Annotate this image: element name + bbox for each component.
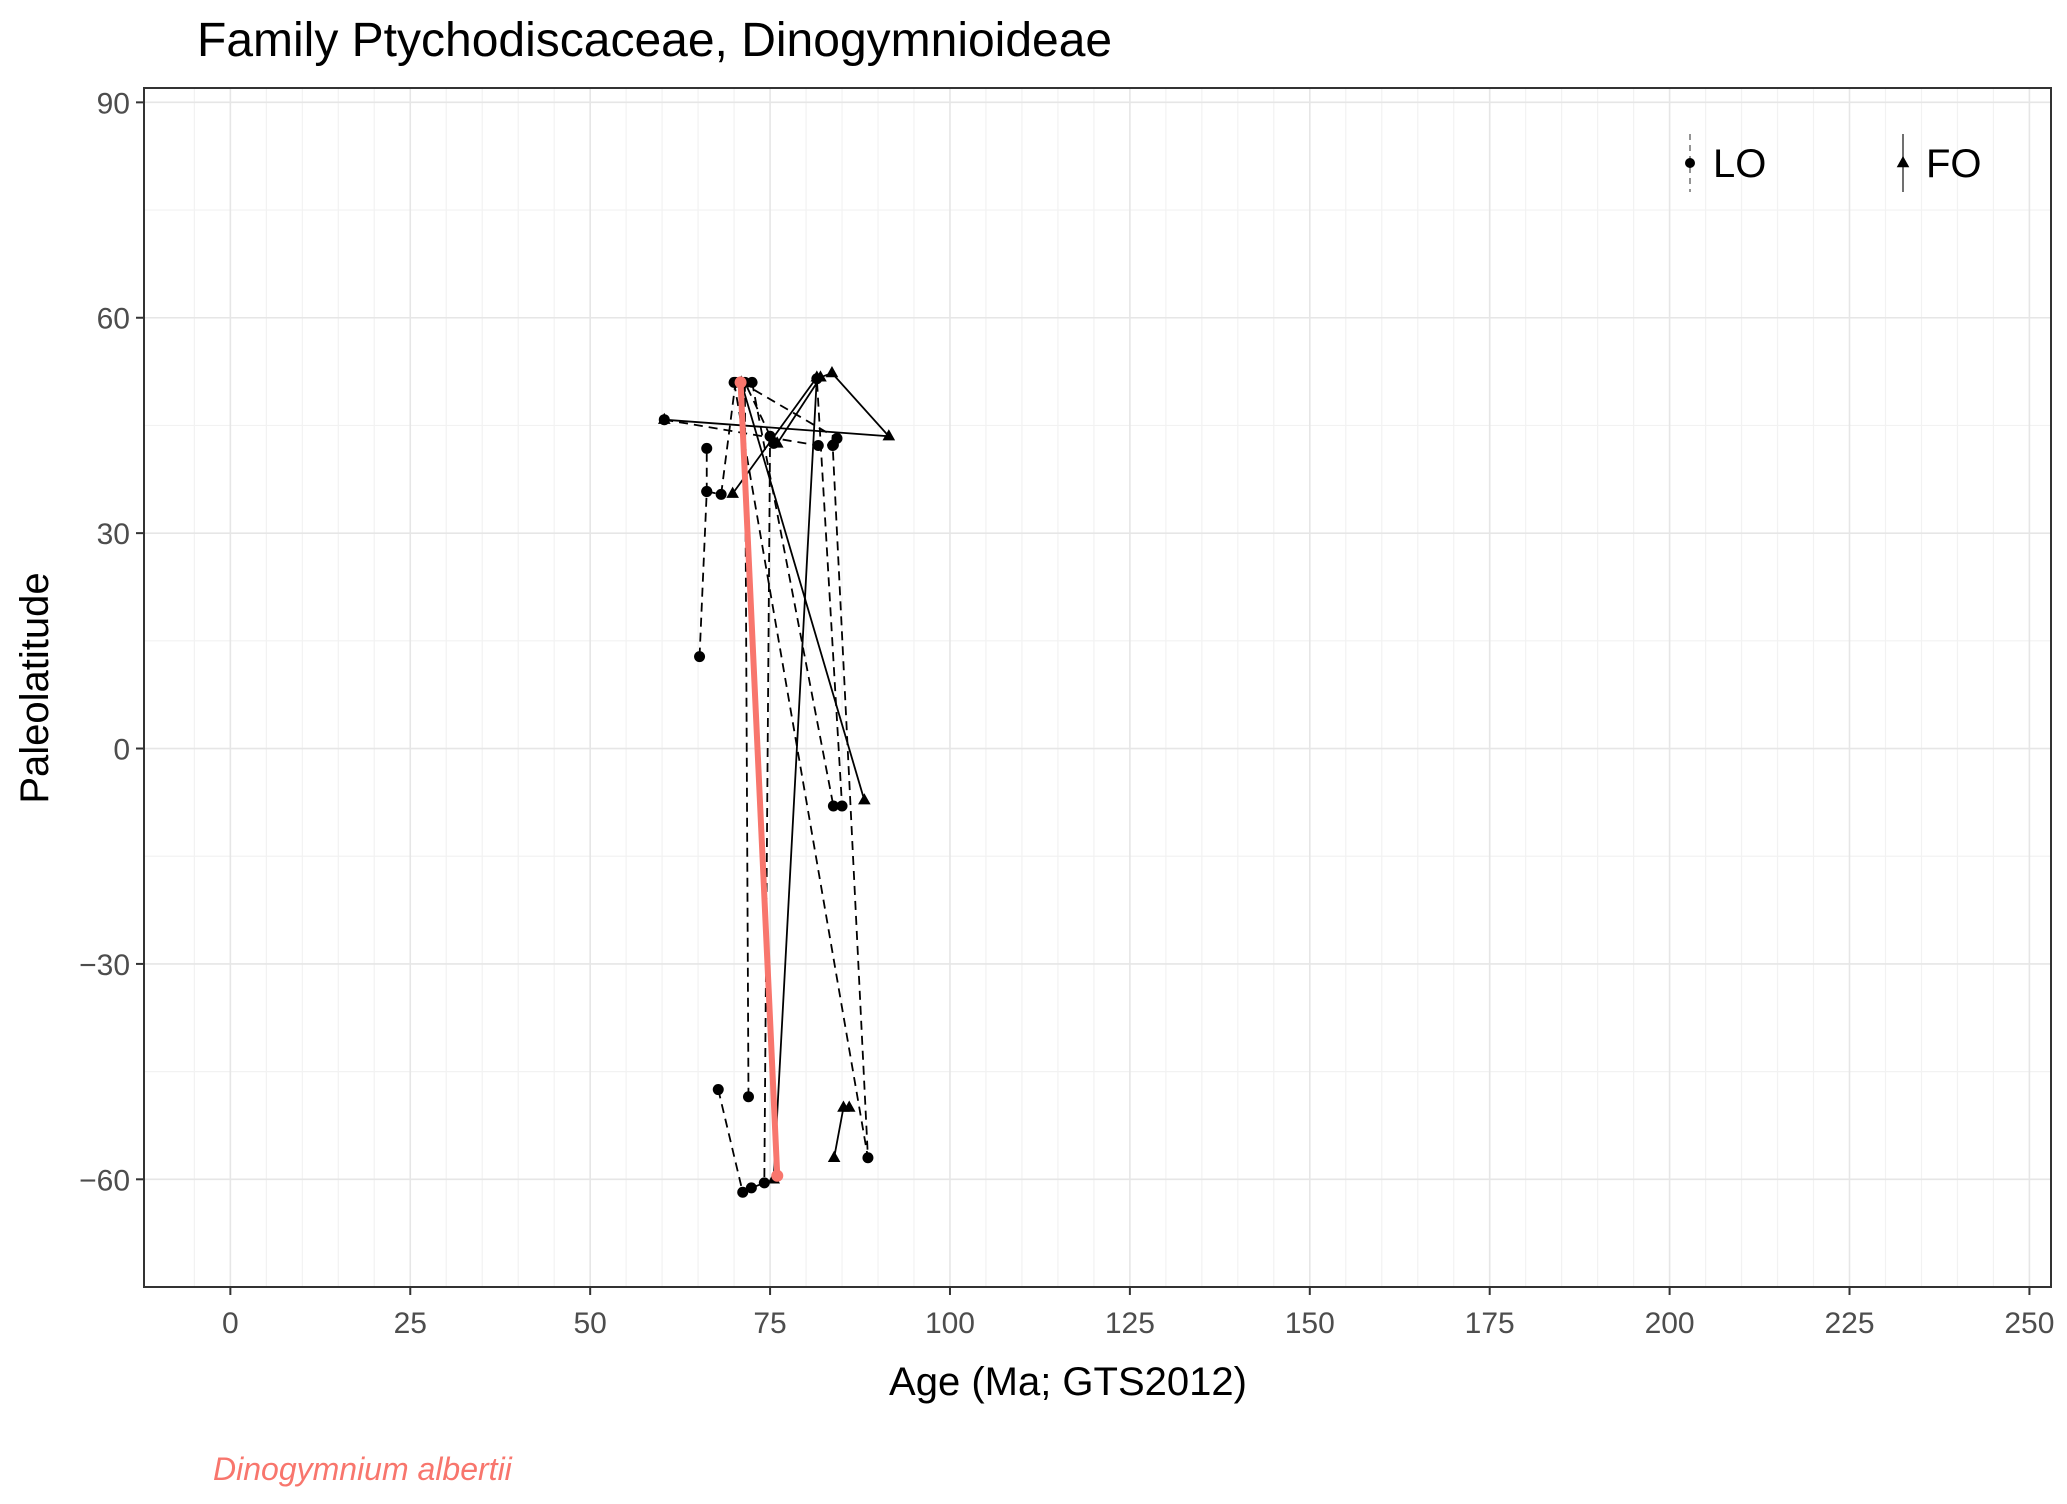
y-tick-label: −60 (79, 1164, 130, 1197)
lo-point (746, 376, 758, 388)
legend-label: FO (1926, 142, 1982, 186)
lo-point (862, 1152, 874, 1164)
highlight-point (771, 1169, 784, 1182)
x-tick-label: 175 (1465, 1307, 1515, 1340)
lo-series-line (740, 381, 838, 440)
x-tick-label: 0 (222, 1307, 239, 1340)
legend: LO FO (1685, 134, 1982, 192)
major-gridlines (144, 88, 2051, 1287)
lo-point (827, 440, 839, 452)
y-tick-label: 30 (97, 518, 130, 551)
legend-key-triangle (1896, 156, 1910, 168)
y-axis-title: Paleolatitude (13, 572, 57, 803)
lo-point (812, 440, 824, 452)
fo-point (810, 370, 824, 382)
lo-point (827, 800, 839, 812)
fo-point (825, 366, 839, 378)
x-tick-label: 125 (1105, 1307, 1155, 1340)
fo-point (827, 1150, 841, 1162)
x-tick-label: 50 (573, 1307, 606, 1340)
x-tick-label: 250 (2004, 1307, 2054, 1340)
lo-point (742, 1091, 754, 1103)
highlight-caption: Dinogymnium albertii (213, 1451, 513, 1487)
plot-panel-border (143, 87, 2052, 1288)
lo-point (758, 1177, 770, 1189)
lo-point (694, 651, 706, 663)
y-tick-label: 90 (97, 87, 130, 120)
x-tick-label: 225 (1824, 1307, 1874, 1340)
y-tick-label: 0 (113, 734, 130, 767)
legend-label: LO (1713, 142, 1766, 186)
lo-point (836, 800, 848, 812)
y-axis-ticks: 90 60 30 0 −30 −60 (79, 87, 144, 1197)
lo-point (712, 1084, 724, 1096)
y-tick-label: 60 (97, 303, 130, 336)
x-tick-label: 25 (394, 1307, 427, 1340)
y-tick-label: −30 (79, 949, 130, 982)
lo-point (745, 1182, 757, 1194)
lo-point (701, 442, 713, 454)
fo-point (726, 486, 739, 498)
fo-point (882, 429, 896, 441)
lo-point (715, 488, 727, 500)
x-tick-label: 100 (925, 1307, 975, 1340)
highlight-series-line (737, 379, 781, 1179)
legend-key-circle (1685, 158, 1695, 168)
fo-point (770, 436, 784, 448)
x-axis-ticks: 0 25 50 75 100 125 150 175 200 225 250 (222, 1287, 2054, 1340)
highlight-point (734, 376, 747, 389)
fo-point (842, 1100, 856, 1112)
lo-point (701, 485, 713, 497)
fo-point (858, 793, 871, 805)
fo-series-line (740, 382, 866, 801)
x-axis-title: Age (Ma; GTS2012) (889, 1360, 1247, 1404)
chart-title: Family Ptychodiscaceae, Dinogymnioideae (197, 14, 1112, 67)
x-tick-label: 75 (753, 1307, 786, 1340)
minor-gridlines (144, 88, 2051, 1288)
x-tick-label: 200 (1645, 1307, 1695, 1340)
x-tick-label: 150 (1285, 1307, 1335, 1340)
highlight-layer (734, 376, 784, 1182)
lo-point (737, 1186, 749, 1198)
fo-point (657, 412, 671, 424)
